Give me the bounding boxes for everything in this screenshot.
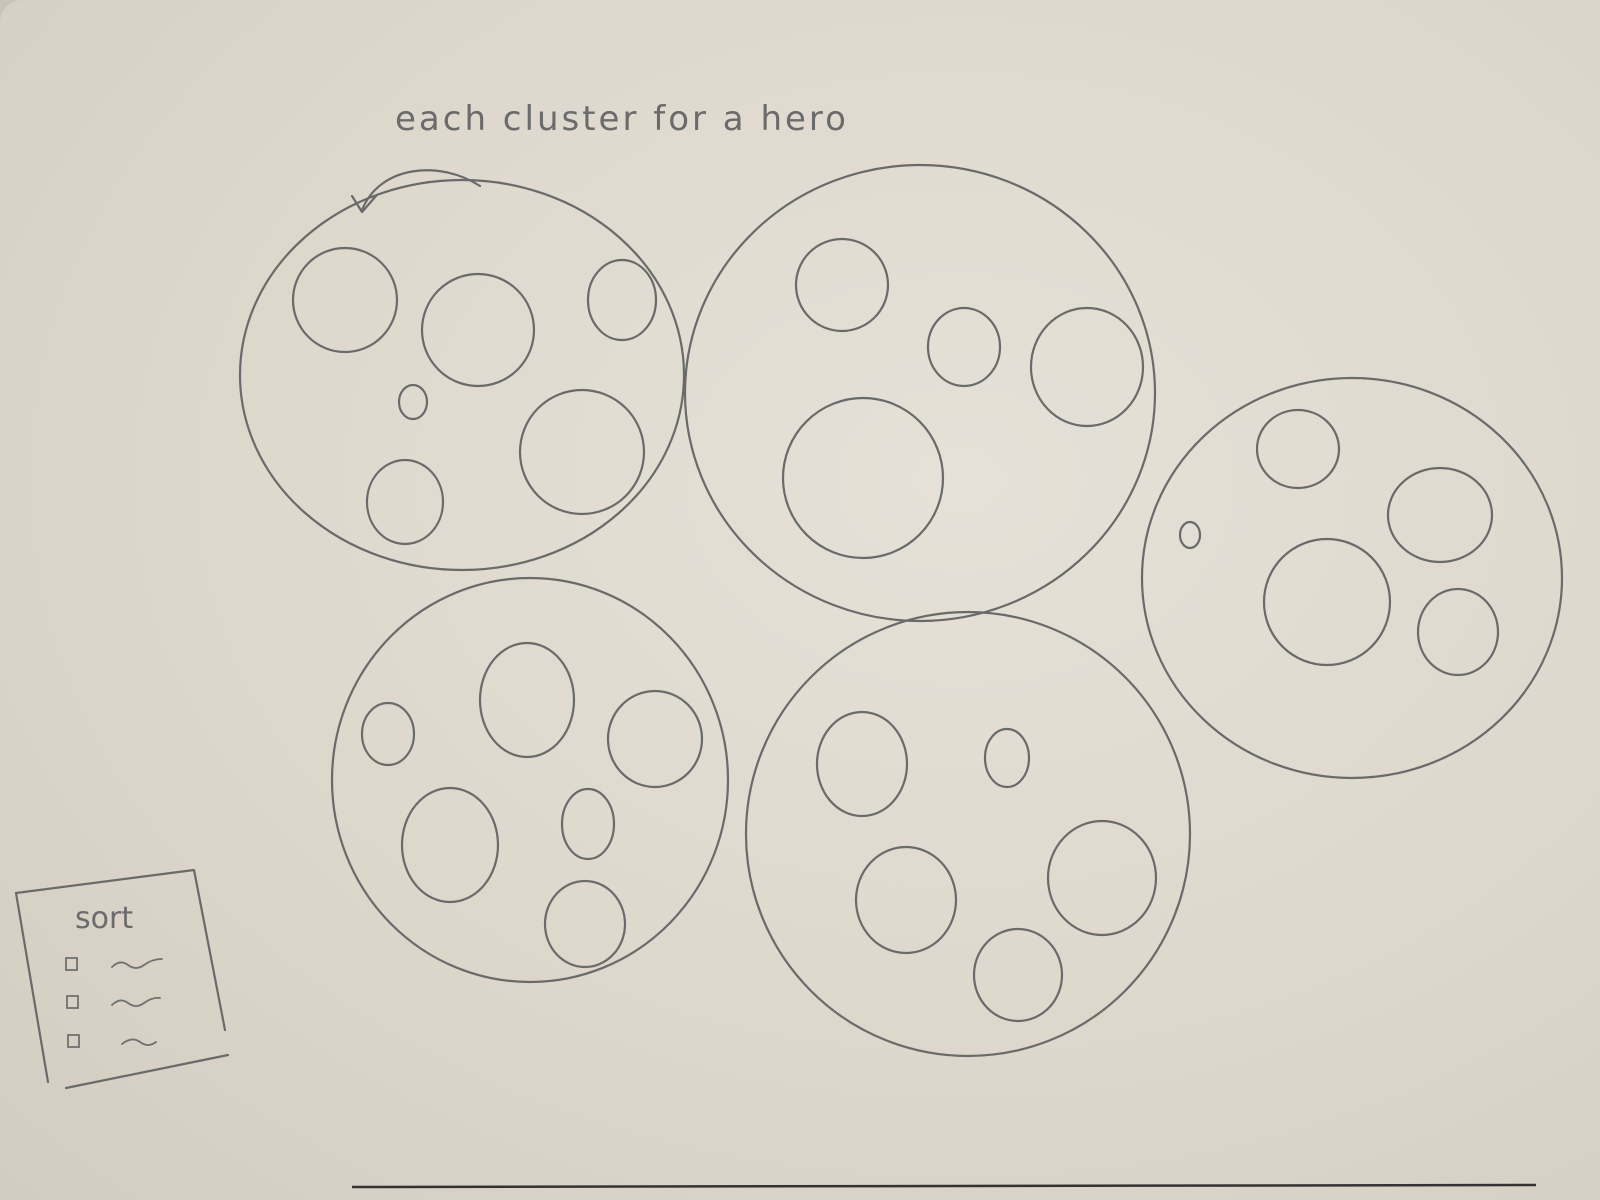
sort-checkbox[interactable] bbox=[66, 995, 79, 1009]
hero-circle[interactable] bbox=[291, 246, 399, 354]
sort-option-label-scribble bbox=[111, 958, 163, 969]
sort-option[interactable] bbox=[66, 995, 161, 1009]
divider-line bbox=[351, 1183, 1537, 1189]
cluster-outline bbox=[1140, 376, 1564, 780]
hero-cluster[interactable] bbox=[330, 576, 730, 984]
hero-cluster[interactable] bbox=[744, 610, 1192, 1058]
hero-circle[interactable] bbox=[518, 388, 646, 516]
hero-circle[interactable] bbox=[794, 237, 890, 333]
cluster-outline bbox=[238, 178, 686, 572]
annotation-label: each cluster for a hero bbox=[395, 99, 849, 139]
hero-circle[interactable] bbox=[543, 879, 627, 969]
sort-option-label-scribble bbox=[121, 1038, 157, 1046]
cluster-outline bbox=[744, 610, 1192, 1058]
hero-cluster[interactable] bbox=[683, 163, 1157, 623]
hero-circle[interactable] bbox=[972, 927, 1064, 1023]
hero-circle[interactable] bbox=[400, 786, 500, 904]
hero-circle[interactable] bbox=[854, 845, 958, 955]
sort-option-label-scribble bbox=[111, 996, 161, 1007]
hero-cluster[interactable] bbox=[238, 178, 686, 572]
hero-circle[interactable] bbox=[420, 272, 536, 388]
hero-circle[interactable] bbox=[1178, 520, 1202, 550]
hero-circle[interactable] bbox=[1029, 306, 1145, 428]
sort-option[interactable] bbox=[65, 957, 163, 971]
hero-circle[interactable] bbox=[586, 258, 658, 342]
hero-circle[interactable] bbox=[606, 689, 704, 789]
sort-panel-border bbox=[14, 868, 230, 1090]
hero-circle[interactable] bbox=[1416, 587, 1500, 677]
sort-option[interactable] bbox=[67, 1034, 157, 1048]
hero-circle[interactable] bbox=[1262, 537, 1392, 667]
hero-circle[interactable] bbox=[365, 458, 445, 546]
sort-checkbox[interactable] bbox=[67, 1034, 80, 1048]
hero-circle[interactable] bbox=[397, 383, 429, 421]
cluster-outline bbox=[330, 576, 730, 984]
hero-cluster[interactable] bbox=[1140, 376, 1564, 780]
hero-circle[interactable] bbox=[360, 701, 416, 767]
cluster-outline bbox=[683, 163, 1157, 623]
hero-circle[interactable] bbox=[815, 710, 909, 818]
hero-circle[interactable] bbox=[1046, 819, 1158, 937]
sort-panel: sort bbox=[14, 868, 230, 1090]
hero-circle[interactable] bbox=[1386, 466, 1494, 564]
hero-circle[interactable] bbox=[781, 396, 945, 560]
hero-circle[interactable] bbox=[1255, 408, 1341, 490]
hero-circle[interactable] bbox=[560, 787, 616, 861]
hero-circle[interactable] bbox=[983, 727, 1031, 789]
hero-circle[interactable] bbox=[478, 641, 576, 759]
sort-checkbox[interactable] bbox=[65, 957, 78, 971]
sort-title: sort bbox=[75, 901, 133, 936]
hero-circle[interactable] bbox=[926, 306, 1002, 388]
annotation-arrow bbox=[350, 169, 482, 214]
